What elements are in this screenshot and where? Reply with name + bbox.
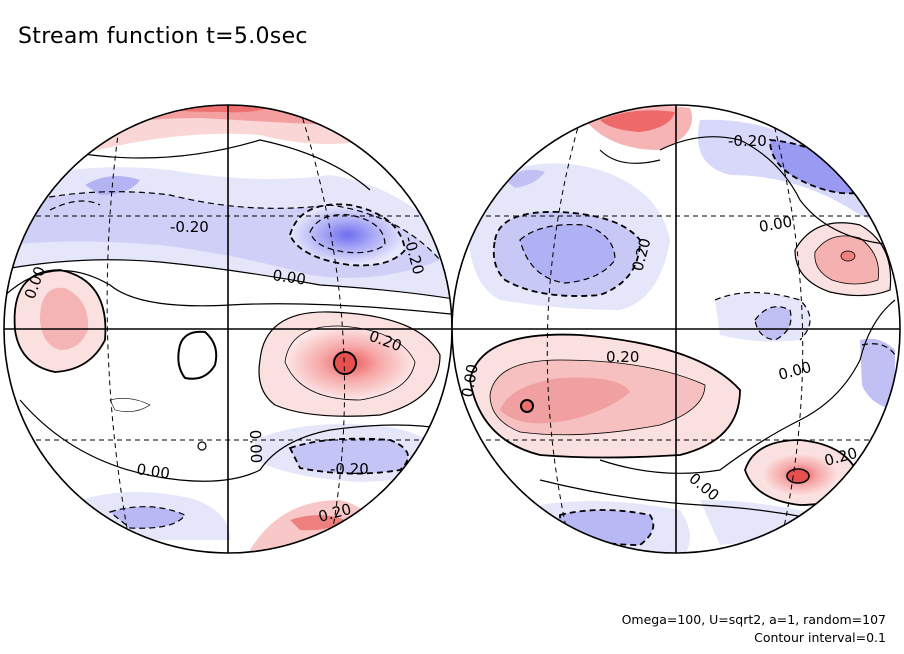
contour-label: 0.20 (606, 348, 639, 366)
left-neg-contours (9, 191, 441, 529)
left-negative-band (4, 167, 452, 300)
contour-interval-note: Contour interval=0.1 (754, 630, 886, 645)
left-positive-blob-west (14, 270, 106, 372)
left-hemisphere: -0.20 -0.20 0.00 0.00 0.20 0.00 -0.20 0.… (3, 104, 453, 554)
contour-label: -0.20 (170, 218, 209, 236)
left-graticule (4, 109, 452, 546)
right-positive-blob-southwest (470, 334, 740, 458)
contour-label: 0.00 (458, 363, 482, 399)
contour-label: 0.00 (135, 460, 171, 482)
right-hemisphere-outline (451, 104, 901, 554)
right-graticule (452, 109, 900, 546)
left-contours (4, 139, 452, 482)
left-negative-blob-south (80, 424, 450, 540)
contour-label: 0.00 (246, 430, 265, 464)
contour-label: 0.00 (271, 266, 307, 288)
plot-title: Stream function t=5.0sec (18, 24, 308, 49)
right-hemisphere: -0.20 0.00 0.20 0.20 0.00 0.00 0.00 0.20 (451, 104, 901, 554)
params-note: Omega=100, U=sqrt2, a=1, random=107 (621, 612, 886, 627)
left-axes (4, 105, 452, 553)
right-axes (452, 105, 900, 553)
contour-label: -0.20 (330, 460, 369, 478)
right-positive-cap (585, 105, 692, 150)
left-positive-blob-center (259, 311, 440, 417)
right-negative-blob-west (468, 163, 670, 310)
contour-label: 0.00 (758, 212, 794, 236)
right-contours (469, 136, 896, 521)
contour-label: -0.20 (728, 132, 767, 150)
right-positive-blob-south (745, 440, 860, 505)
